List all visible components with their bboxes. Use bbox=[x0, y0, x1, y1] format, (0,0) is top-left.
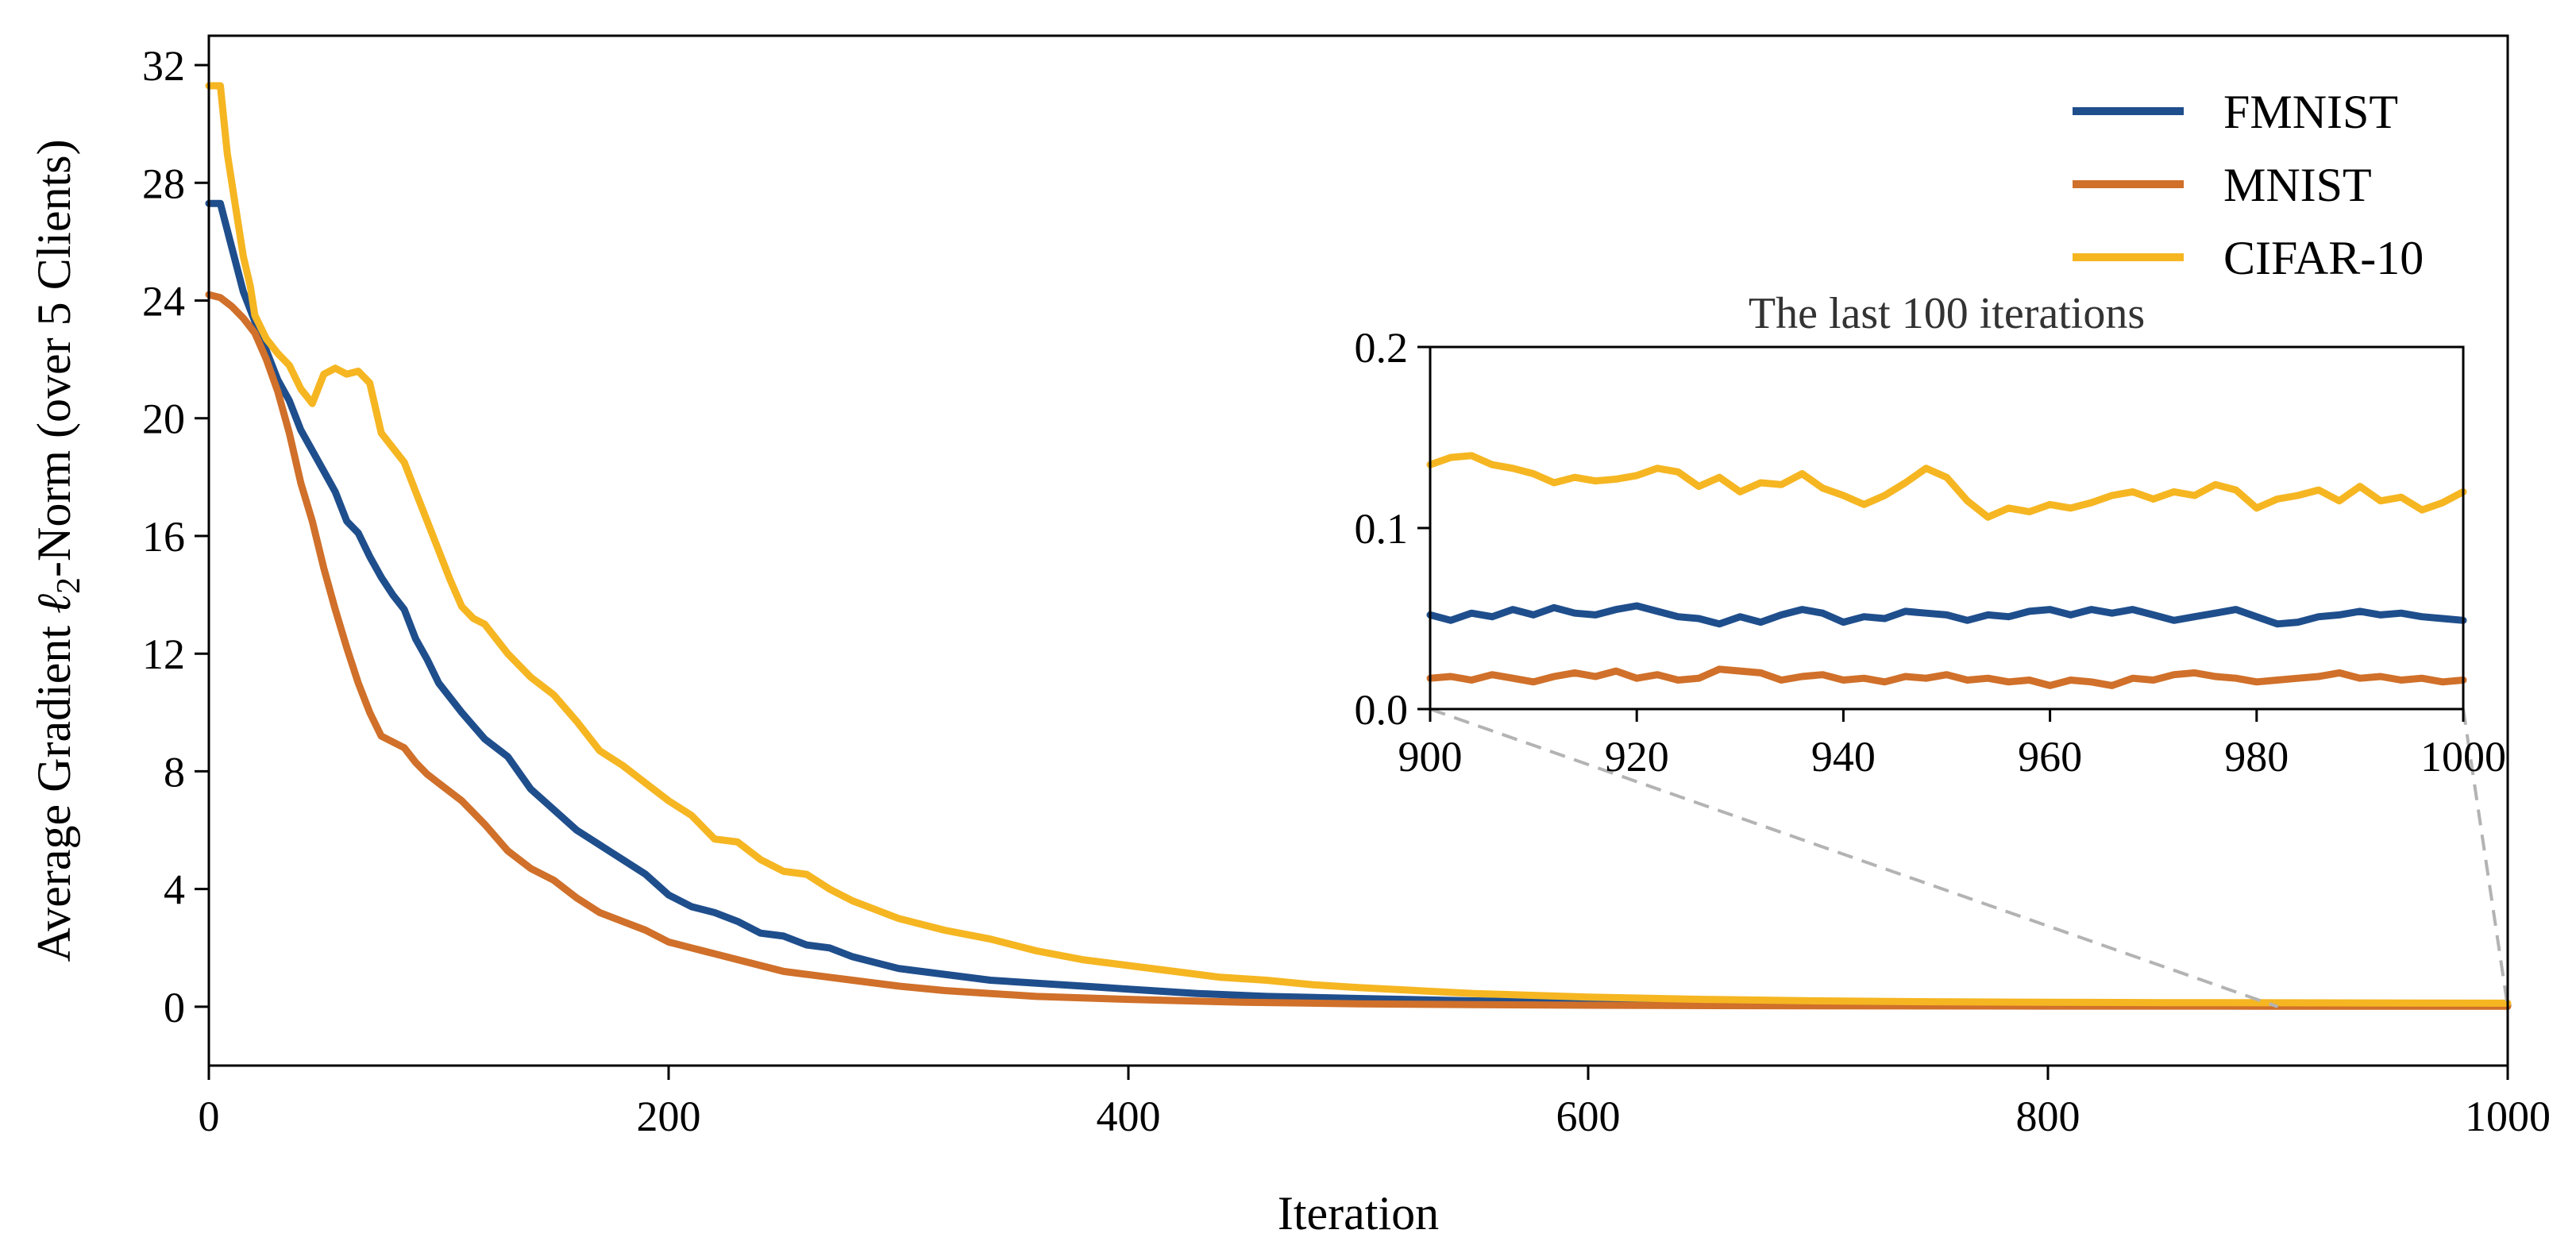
series-line-fmnist bbox=[205, 199, 2512, 1009]
main-series-group bbox=[205, 82, 2512, 1010]
inset-y-tick-label: 0.1 bbox=[1355, 505, 1409, 553]
legend-label-fmnist: FMNIST bbox=[2223, 86, 2398, 138]
inset-x-tick-label: 940 bbox=[1811, 733, 1876, 781]
inset-x-tick-label: 980 bbox=[2224, 733, 2289, 781]
legend: FMNIST MNIST CIFAR-10 bbox=[2073, 86, 2424, 284]
series-line-cifar-10 bbox=[205, 82, 2512, 1007]
inset-series-line-fmnist bbox=[1426, 602, 2467, 628]
y-axis-label: Average Gradient ℓ2-Norm (over 5 Clients… bbox=[28, 139, 87, 962]
inset-x-tick-label: 900 bbox=[1398, 733, 1463, 781]
y-tick-label: 0 bbox=[164, 984, 185, 1031]
inset-axes: 900 920 940 960 980 1000 0.0 0.1 0.2 bbox=[1355, 324, 2507, 781]
inset-x-tick-label: 1000 bbox=[2420, 733, 2506, 781]
inset-chart: 900 920 940 960 980 1000 0.0 0.1 0.2 The last 10… bbox=[1355, 289, 2507, 781]
y-tick-label: 28 bbox=[142, 160, 185, 207]
y-tick-label: 20 bbox=[142, 395, 185, 443]
main-axes: 0 200 400 600 800 1000 0 4 8 12 16 20 24 28 32 bbox=[142, 42, 2551, 1140]
main-plot-frame bbox=[207, 34, 2509, 1067]
y-tick-label: 4 bbox=[164, 866, 185, 914]
x-tick-label: 1000 bbox=[2465, 1093, 2551, 1140]
inset-y-tick-label: 0.0 bbox=[1355, 686, 1409, 734]
x-tick-label: 800 bbox=[2016, 1093, 2080, 1140]
y-tick-label: 12 bbox=[142, 630, 185, 678]
inset-y-tick-label: 0.2 bbox=[1355, 324, 1409, 372]
y-tick-label: 16 bbox=[142, 513, 185, 561]
series-line-mnist bbox=[205, 291, 2512, 1010]
y-tick-label: 32 bbox=[142, 42, 185, 90]
inset-background bbox=[1430, 347, 2463, 709]
inset-title: The last 100 iterations bbox=[1749, 289, 2145, 338]
legend-label-cifar-10: CIFAR-10 bbox=[2223, 232, 2424, 284]
x-tick-label: 200 bbox=[637, 1093, 701, 1140]
inset-series-group bbox=[1426, 452, 2467, 689]
zoom-connector-left bbox=[1429, 707, 2279, 1008]
x-tick-label: 400 bbox=[1097, 1093, 1161, 1140]
legend-label-mnist: MNIST bbox=[2223, 159, 2372, 211]
inset-x-tick-label: 920 bbox=[1605, 733, 1669, 781]
y-tick-label: 8 bbox=[164, 748, 185, 796]
x-tick-label: 0 bbox=[199, 1093, 220, 1140]
inset-x-tick-label: 960 bbox=[2018, 733, 2082, 781]
inset-series-line-mnist bbox=[1426, 665, 2467, 689]
inset-series-line-cifar-10 bbox=[1426, 452, 2467, 521]
zoom-connectors bbox=[1429, 707, 2509, 1008]
x-tick-label: 600 bbox=[1556, 1093, 1621, 1140]
x-axis-label: Iteration bbox=[1278, 1187, 1439, 1239]
y-tick-label: 24 bbox=[142, 278, 185, 326]
